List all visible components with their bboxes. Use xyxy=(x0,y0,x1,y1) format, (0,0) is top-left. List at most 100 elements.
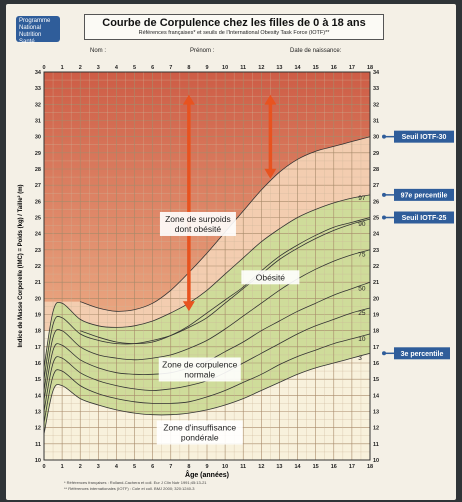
x-tick-top: 2 xyxy=(79,65,82,71)
series-line-97 xyxy=(43,194,371,368)
badge-p97-dot xyxy=(382,192,386,197)
page-title: Courbe de Corpulence chez les filles de … xyxy=(102,17,366,29)
y-tick-right: 13 xyxy=(373,410,379,416)
x-tick-top: 18 xyxy=(367,65,373,71)
y-tick-left: 24 xyxy=(35,232,42,238)
x-tick-top: 17 xyxy=(349,65,355,71)
y-tick-right: 31 xyxy=(373,119,379,125)
x-tick-top: 4 xyxy=(115,65,119,71)
series-line-seuil-iotf-25 xyxy=(80,217,371,345)
x-tick-bottom: 16 xyxy=(331,464,337,470)
badge-iotf30-text: Seuil IOTF-30 xyxy=(402,134,447,141)
x-tick-bottom: 15 xyxy=(313,464,319,470)
footnote: * Références françaises : Rolland-Cacher… xyxy=(64,480,207,485)
y-tick-left: 25 xyxy=(35,216,41,222)
zone-normale-text: Zone de corpulence xyxy=(162,359,237,369)
pnns-logo: Programme National Nutrition Santé xyxy=(16,16,60,45)
badge-p3-dot xyxy=(382,351,386,356)
x-tick-bottom: 4 xyxy=(115,464,119,470)
zone-insuffisance-box xyxy=(156,420,243,445)
y-tick-left: 18 xyxy=(35,329,41,335)
x-axis-label: Âge (années) xyxy=(185,470,229,479)
x-tick-bottom: 1 xyxy=(61,464,64,470)
x-tick-bottom: 12 xyxy=(258,464,264,470)
badge-iotf25-dot xyxy=(382,215,386,220)
y-tick-right: 29 xyxy=(373,151,379,157)
zone-surpoids-box xyxy=(159,211,236,236)
percentile-label: 75 xyxy=(358,252,366,259)
y-tick-right: 18 xyxy=(373,329,379,335)
x-tick-bottom: 11 xyxy=(240,464,246,470)
x-tick-bottom: 13 xyxy=(276,464,282,470)
y-tick-left: 10 xyxy=(35,458,41,464)
badge-iotf25-box xyxy=(394,211,454,224)
page-subtitle: Références françaises* et seuils de l'In… xyxy=(138,30,330,36)
y-tick-right: 28 xyxy=(373,167,379,173)
x-tick-bottom: 0 xyxy=(42,464,45,470)
y-tick-right: 14 xyxy=(373,393,380,399)
y-tick-left: 32 xyxy=(35,102,41,108)
y-tick-left: 34 xyxy=(35,70,42,76)
badge-p3-text: 3e percentile xyxy=(401,351,444,358)
x-tick-top: 6 xyxy=(151,65,154,71)
y-tick-left: 29 xyxy=(35,151,41,157)
badge-p3-box xyxy=(394,347,450,360)
y-tick-left: 33 xyxy=(35,86,41,92)
y-tick-left: 20 xyxy=(35,296,41,302)
x-tick-top: 9 xyxy=(205,65,208,71)
x-tick-top: 14 xyxy=(294,65,301,71)
x-tick-top: 1 xyxy=(61,65,64,71)
logo-line: National xyxy=(19,25,42,31)
x-tick-top: 3 xyxy=(97,65,100,71)
percentile-label: 97 xyxy=(358,195,366,202)
y-tick-right: 11 xyxy=(373,442,379,448)
surpoids-arrow-head-bottom xyxy=(182,301,195,312)
y-tick-left: 11 xyxy=(35,442,41,448)
x-tick-bottom: 5 xyxy=(133,464,136,470)
y-tick-right: 16 xyxy=(373,361,379,367)
x-tick-top: 13 xyxy=(276,65,282,71)
plot-frame xyxy=(43,71,371,461)
y-tick-left: 23 xyxy=(35,248,41,254)
y-tick-right: 22 xyxy=(373,264,379,270)
x-tick-bottom: 18 xyxy=(367,464,373,470)
x-tick-bottom: 2 xyxy=(79,464,82,470)
badge-iotf25-text: Seuil IOTF-25 xyxy=(402,215,447,222)
y-tick-left: 13 xyxy=(35,410,41,416)
percentile-label: 50 xyxy=(358,286,366,293)
y-tick-right: 26 xyxy=(373,199,379,205)
x-tick-top: 15 xyxy=(313,65,319,71)
obesity-arrow-head-bottom xyxy=(264,168,277,179)
series-line-25 xyxy=(43,307,371,412)
prenom-field-label[interactable]: Prénom : xyxy=(190,48,215,54)
y-tick-right: 17 xyxy=(373,345,379,351)
x-tick-bottom: 7 xyxy=(169,464,172,470)
surpoids-arrow-head-top xyxy=(182,94,195,105)
y-tick-right: 34 xyxy=(373,70,380,76)
x-tick-top: 0 xyxy=(42,65,45,71)
badge-iotf30-dot xyxy=(382,134,386,139)
zone-normale-text: normale xyxy=(184,369,215,379)
date-naissance-field-label[interactable]: Date de naissance: xyxy=(290,48,342,54)
zone-surpoids-text: dont obésité xyxy=(175,224,222,234)
y-tick-right: 15 xyxy=(373,377,379,383)
y-tick-right: 21 xyxy=(373,280,379,286)
nom-field-label[interactable]: Nom : xyxy=(90,48,107,54)
y-tick-right: 12 xyxy=(373,426,379,432)
y-tick-right: 10 xyxy=(373,458,379,464)
y-tick-left: 15 xyxy=(35,377,41,383)
y-tick-left: 16 xyxy=(35,361,41,367)
series-line-90 xyxy=(43,218,371,380)
badge-p97-text: 97e percentile xyxy=(401,192,448,199)
y-tick-right: 33 xyxy=(373,86,379,92)
x-tick-bottom: 10 xyxy=(222,464,228,470)
x-tick-bottom: 9 xyxy=(205,464,208,470)
y-tick-left: 21 xyxy=(35,280,41,286)
y-tick-left: 14 xyxy=(35,393,42,399)
series-line-3 xyxy=(43,352,371,435)
badge-iotf30-box xyxy=(394,130,454,143)
y-tick-left: 17 xyxy=(35,345,41,351)
x-tick-bottom: 8 xyxy=(187,464,190,470)
series-line-10 xyxy=(43,333,371,423)
